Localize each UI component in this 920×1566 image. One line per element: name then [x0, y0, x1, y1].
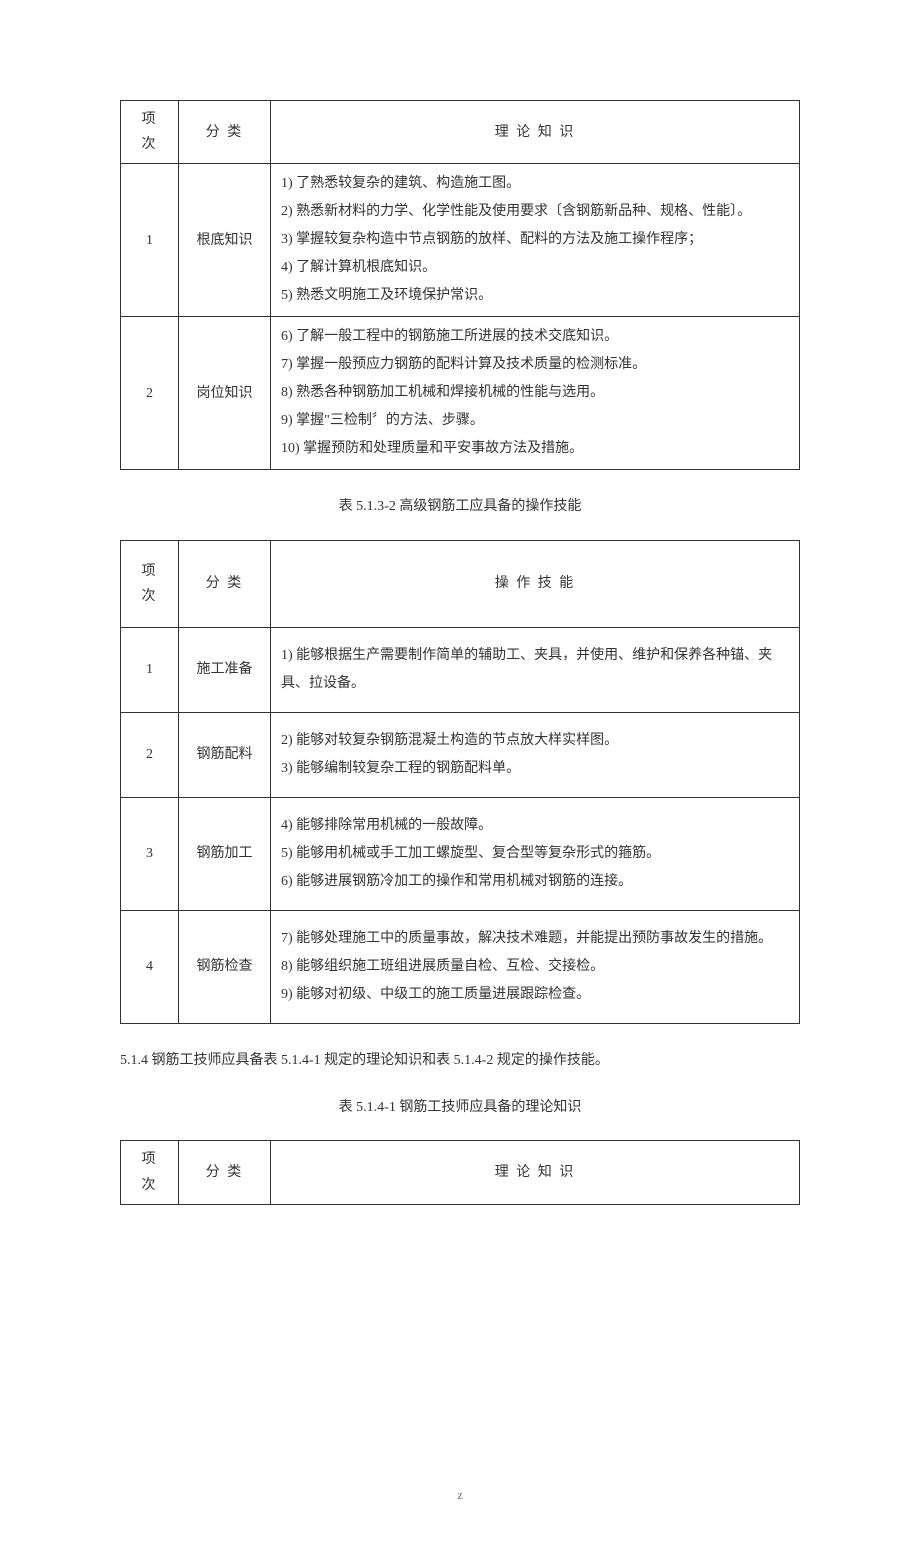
- table-row: 1 根底知识 1) 了熟悉较复杂的建筑、构造施工图。 2) 熟悉新材料的力学、化…: [121, 164, 800, 317]
- cell-content: 2) 能够对较复杂钢筋混凝土构造的节点放大样实样图。 3) 能够编制较复杂工程的…: [271, 712, 800, 797]
- table-caption-2: 表 5.1.3-2 高级钢筋工应具备的操作技能: [120, 494, 800, 519]
- table-row: 3 钢筋加工 4) 能够排除常用机械的一般故障。 5) 能够用机械或手工加工螺旋…: [121, 797, 800, 910]
- cell-index: 2: [121, 317, 179, 470]
- content-item: 4) 能够排除常用机械的一般故障。: [281, 812, 789, 840]
- col-header-category: 分 类: [179, 101, 271, 164]
- cell-index: 3: [121, 797, 179, 910]
- cell-content: 1) 能够根据生产需要制作简单的辅助工、夹具，并使用、维护和保养各种锚、夹具、拉…: [271, 627, 800, 712]
- content-item: 8) 能够组织施工班组进展质量自检、互检、交接检。: [281, 953, 789, 981]
- content-item: 6) 了解一般工程中的钢筋施工所进展的技术交底知识。: [281, 323, 789, 351]
- content-item: 3) 能够编制较复杂工程的钢筋配料单。: [281, 755, 789, 783]
- content-item: 2) 熟悉新材料的力学、化学性能及使用要求〔含钢筋新品种、规格、性能〕。: [281, 198, 789, 226]
- cell-category: 根底知识: [179, 164, 271, 317]
- table-header-row: 项 次 分 类 操 作 技 能: [121, 540, 800, 627]
- cell-category: 钢筋检查: [179, 910, 271, 1023]
- content-item: 4) 了解计算机根底知识。: [281, 254, 789, 282]
- cell-category: 钢筋配料: [179, 712, 271, 797]
- table-caption-3: 表 5.1.4-1 钢筋工技师应具备的理论知识: [120, 1095, 800, 1120]
- knowledge-table-1: 项 次 分 类 理 论 知 识 1 根底知识 1) 了熟悉较复杂的建筑、构造施工…: [120, 100, 800, 470]
- cell-index: 4: [121, 910, 179, 1023]
- content-item: 5) 熟悉文明施工及环境保护常识。: [281, 282, 789, 310]
- cell-content: 7) 能够处理施工中的质量事故，解决技术难题，并能提出预防事故发生的措施。 8)…: [271, 910, 800, 1023]
- content-item: 9) 掌握"三检制〞的方法、步骤。: [281, 407, 789, 435]
- cell-index: 1: [121, 627, 179, 712]
- table-row: 2 钢筋配料 2) 能够对较复杂钢筋混凝土构造的节点放大样实样图。 3) 能够编…: [121, 712, 800, 797]
- content-item: 5) 能够用机械或手工加工螺旋型、复合型等复杂形式的箍筋。: [281, 840, 789, 868]
- content-item: 8) 熟悉各种钢筋加工机械和焊接机械的性能与选用。: [281, 379, 789, 407]
- skills-table-2: 项 次 分 类 操 作 技 能 1 施工准备 1) 能够根据生产需要制作简单的辅…: [120, 540, 800, 1024]
- table-row: 2 岗位知识 6) 了解一般工程中的钢筋施工所进展的技术交底知识。 7) 掌握一…: [121, 317, 800, 470]
- content-item: 9) 能够对初级、中级工的施工质量进展跟踪检查。: [281, 981, 789, 1009]
- table-header-row: 项 次 分 类 理 论 知 识: [121, 1141, 800, 1204]
- col-header-content: 理 论 知 识: [271, 1141, 800, 1204]
- cell-content: 6) 了解一般工程中的钢筋施工所进展的技术交底知识。 7) 掌握一般预应力钢筋的…: [271, 317, 800, 470]
- table-row: 1 施工准备 1) 能够根据生产需要制作简单的辅助工、夹具，并使用、维护和保养各…: [121, 627, 800, 712]
- cell-index: 2: [121, 712, 179, 797]
- col-header-index: 项 次: [121, 101, 179, 164]
- cell-index: 1: [121, 164, 179, 317]
- col-header-category: 分 类: [179, 540, 271, 627]
- section-5-1-4-text: 5.1.4 钢筋工技师应具备表 5.1.4-1 规定的理论知识和表 5.1.4-…: [120, 1048, 800, 1073]
- cell-category: 施工准备: [179, 627, 271, 712]
- content-item: 7) 掌握一般预应力钢筋的配料计算及技术质量的检测标准。: [281, 351, 789, 379]
- knowledge-table-3: 项 次 分 类 理 论 知 识: [120, 1140, 800, 1204]
- col-header-index: 项 次: [121, 540, 179, 627]
- content-item: 2) 能够对较复杂钢筋混凝土构造的节点放大样实样图。: [281, 727, 789, 755]
- col-header-content: 操 作 技 能: [271, 540, 800, 627]
- col-header-content: 理 论 知 识: [271, 101, 800, 164]
- content-item: 7) 能够处理施工中的质量事故，解决技术难题，并能提出预防事故发生的措施。: [281, 925, 789, 953]
- col-header-index: 项 次: [121, 1141, 179, 1204]
- table-row: 4 钢筋检查 7) 能够处理施工中的质量事故，解决技术难题，并能提出预防事故发生…: [121, 910, 800, 1023]
- cell-content: 4) 能够排除常用机械的一般故障。 5) 能够用机械或手工加工螺旋型、复合型等复…: [271, 797, 800, 910]
- cell-content: 1) 了熟悉较复杂的建筑、构造施工图。 2) 熟悉新材料的力学、化学性能及使用要…: [271, 164, 800, 317]
- page-footer: z: [120, 1485, 800, 1507]
- content-item: 3) 掌握较复杂构造中节点钢筋的放样、配料的方法及施工操作程序；: [281, 226, 789, 254]
- content-item: 1) 能够根据生产需要制作简单的辅助工、夹具，并使用、维护和保养各种锚、夹具、拉…: [281, 642, 789, 698]
- table-header-row: 项 次 分 类 理 论 知 识: [121, 101, 800, 164]
- content-item: 1) 了熟悉较复杂的建筑、构造施工图。: [281, 170, 789, 198]
- cell-category: 岗位知识: [179, 317, 271, 470]
- content-item: 10) 掌握预防和处理质量和平安事故方法及措施。: [281, 435, 789, 463]
- col-header-category: 分 类: [179, 1141, 271, 1204]
- content-item: 6) 能够进展钢筋冷加工的操作和常用机械对钢筋的连接。: [281, 868, 789, 896]
- cell-category: 钢筋加工: [179, 797, 271, 910]
